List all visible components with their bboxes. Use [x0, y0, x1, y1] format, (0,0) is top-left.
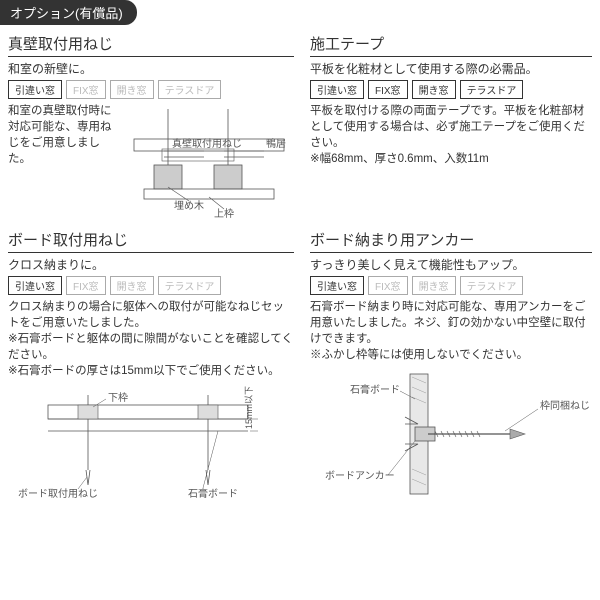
- diagram-shinkabe: 真壁取付用ねじ 鴨居 埋め木 上枠: [124, 109, 294, 219]
- option-subtitle: クロス納まりに。: [8, 256, 294, 273]
- window-tags: 引違い窓 FIX窓 開き窓 テラスドア: [310, 276, 592, 295]
- tag: 開き窓: [110, 276, 154, 295]
- tag: FIX窓: [66, 276, 106, 295]
- tag: テラスドア: [460, 276, 524, 295]
- tag: 引違い窓: [8, 80, 62, 99]
- option-grid: 真壁取付用ねじ 和室の新壁に。 引違い窓 FIX窓 開き窓 テラスドア 和室の真…: [0, 29, 600, 514]
- option-title: 施工テープ: [310, 33, 592, 57]
- window-tags: 引違い窓 FIX窓 開き窓 テラスドア: [310, 80, 592, 99]
- tag: 開き窓: [110, 80, 154, 99]
- svg-text:15mm以下: 15mm以下: [244, 386, 254, 429]
- svg-text:埋め木: 埋め木: [174, 200, 204, 212]
- svg-text:枠同梱ねじ: 枠同梱ねじ: [540, 399, 590, 412]
- tag: テラスドア: [158, 276, 222, 295]
- svg-text:真壁取付用ねじ: 真壁取付用ねじ: [172, 137, 242, 150]
- tag: 開き窓: [412, 276, 456, 295]
- diagram-board-screw: 下枠 ボード取付用ねじ 石膏ボード 15mm以下: [8, 385, 288, 505]
- diagram-board-anchor: 石膏ボード 枠同梱ねじ ボードアンカー: [310, 369, 590, 499]
- tag: FIX窓: [66, 80, 106, 99]
- tag: テラスドア: [460, 80, 524, 99]
- window-tags: 引違い窓 FIX窓 開き窓 テラスドア: [8, 276, 294, 295]
- svg-text:下枠: 下枠: [108, 391, 128, 404]
- svg-text:ボード取付用ねじ: ボード取付用ねじ: [18, 487, 98, 500]
- window-tags: 引違い窓 FIX窓 開き窓 テラスドア: [8, 80, 294, 99]
- option-title: ボード取付用ねじ: [8, 229, 294, 253]
- tag: 引違い窓: [8, 276, 62, 295]
- svg-text:鴨居: 鴨居: [266, 137, 286, 150]
- option-cell: 真壁取付用ねじ 和室の新壁に。 引違い窓 FIX窓 開き窓 テラスドア 和室の真…: [0, 29, 302, 225]
- option-title: 真壁取付用ねじ: [8, 33, 294, 57]
- option-subtitle: すっきり美しく見えて機能性もアップ。: [310, 256, 592, 273]
- option-body: 和室の真壁取付時に対応可能な、専用ねじをご用意しました。: [8, 103, 118, 219]
- tag: 開き窓: [412, 80, 456, 99]
- option-body: 平板を取付ける際の両面テープです。平板を化粧部材として使用する場合は、必ず施工テ…: [310, 103, 592, 167]
- tag: FIX窓: [368, 80, 408, 99]
- option-subtitle: 平板を化粧材として使用する際の必需品。: [310, 60, 592, 77]
- option-subtitle: 和室の新壁に。: [8, 60, 294, 77]
- option-cell: ボード納まり用アンカー すっきり美しく見えて機能性もアップ。 引違い窓 FIX窓…: [302, 225, 600, 514]
- tag: 引違い窓: [310, 80, 364, 99]
- option-body: 石膏ボード納まり時に対応可能な、専用アンカーをご用意いたしました。ネジ、釘の効か…: [310, 299, 592, 363]
- tag: 引違い窓: [310, 276, 364, 295]
- option-body: クロス納まりの場合に躯体への取付が可能なねじセットをご用意いたしました。 ※石膏…: [8, 299, 294, 379]
- tag: テラスドア: [158, 80, 222, 99]
- svg-text:石膏ボード: 石膏ボード: [350, 383, 400, 396]
- svg-text:石膏ボード: 石膏ボード: [188, 487, 238, 500]
- option-cell: 施工テープ 平板を化粧材として使用する際の必需品。 引違い窓 FIX窓 開き窓 …: [302, 29, 600, 225]
- section-header: オプション(有償品): [0, 0, 137, 25]
- option-cell: ボード取付用ねじ クロス納まりに。 引違い窓 FIX窓 開き窓 テラスドア クロ…: [0, 225, 302, 514]
- tag: FIX窓: [368, 276, 408, 295]
- option-title: ボード納まり用アンカー: [310, 229, 592, 253]
- svg-text:ボードアンカー: ボードアンカー: [325, 470, 395, 482]
